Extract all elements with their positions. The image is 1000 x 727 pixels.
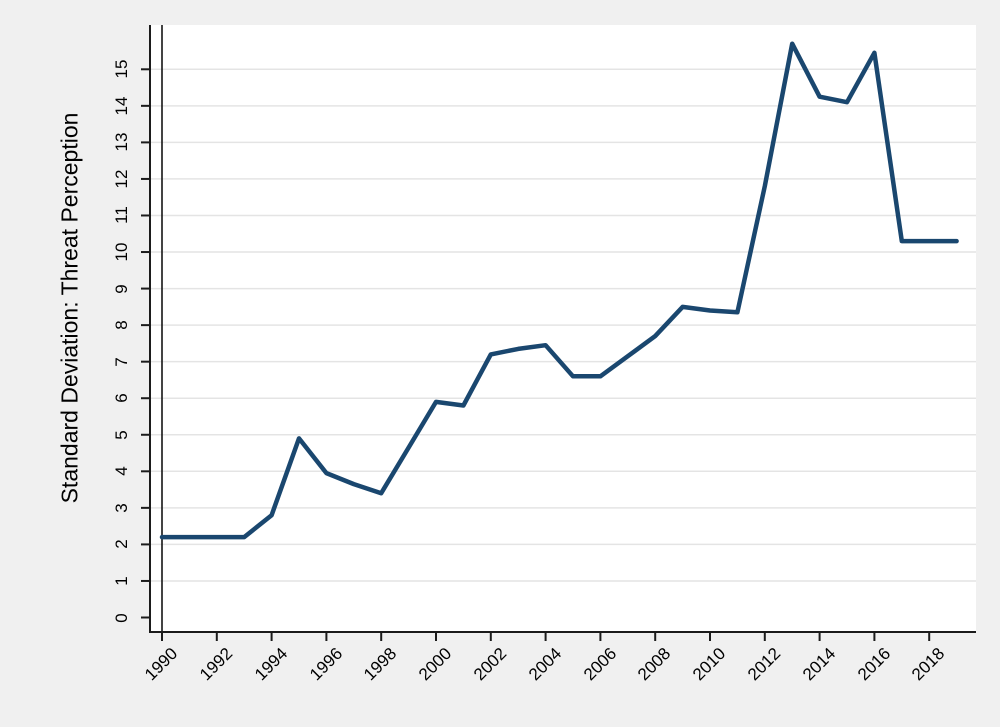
data-line-threat-perception-sd [159, 41, 959, 540]
y-tick-label: 7 [112, 356, 131, 367]
y-tick-label: 9 [112, 283, 131, 294]
y-tick-label: 12 [112, 169, 131, 189]
y-tick-label: 13 [112, 132, 131, 152]
y-tick-label: 11 [112, 206, 131, 225]
y-tick-label: 14 [112, 96, 131, 116]
y-tick-label: 6 [112, 393, 131, 403]
y-tick-label: 0 [112, 612, 131, 623]
y-tick-label: 5 [112, 430, 131, 440]
y-tick-label: 15 [112, 59, 131, 79]
plot-background [150, 25, 976, 632]
y-axis-title: Standard Deviation: Threat Perception [56, 112, 83, 504]
y-tick-label: 2 [112, 539, 131, 550]
y-tick-label: 10 [112, 242, 131, 262]
y-tick-label: 1 [112, 576, 131, 586]
y-tick-label: 4 [112, 466, 131, 477]
y-tick-label: 8 [112, 320, 131, 330]
y-tick-label: 3 [112, 503, 131, 513]
